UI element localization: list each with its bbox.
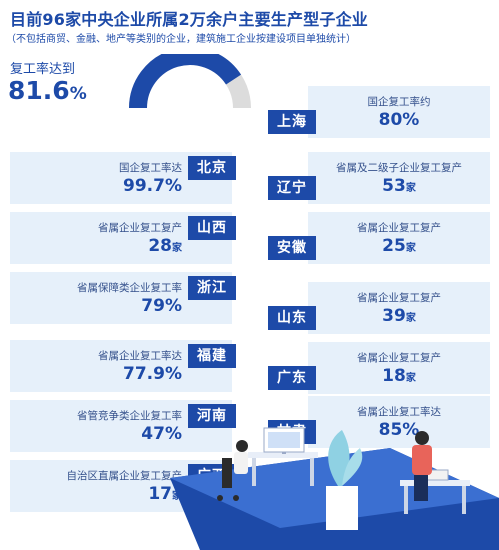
desk-leg	[310, 458, 314, 486]
region-metric-label: 省属企业复工率达	[98, 350, 182, 362]
region-metric-value: 79%	[141, 296, 182, 316]
region-card-liaoning: 辽宁 省属及二级子企业复工复产 53家	[268, 152, 490, 204]
region-metric-label: 省属企业复工复产	[357, 292, 441, 304]
value-number: 17	[148, 484, 172, 504]
resumption-number: 81.6	[8, 76, 70, 105]
value-number: 53	[382, 176, 406, 196]
monitor-stand	[282, 452, 286, 454]
resumption-gauge	[129, 54, 251, 109]
region-metric-value: 80%	[308, 110, 490, 130]
region-tag: 浙江	[188, 276, 236, 300]
worker-body	[412, 445, 432, 475]
region-tag: 上海	[268, 110, 316, 134]
region-tag: 山西	[188, 216, 236, 240]
office-chair	[222, 458, 232, 488]
region-metric-value: 28家	[148, 236, 182, 256]
value-unit: 家	[405, 313, 416, 324]
region-tag: 辽宁	[268, 176, 316, 200]
region-metric-label: 省属企业复工复产	[357, 352, 441, 364]
region-metric-label: 省属保障类企业复工率	[77, 282, 182, 294]
office-workers-illustration	[170, 427, 499, 550]
worker-head	[415, 431, 429, 445]
value-unit: 家	[405, 183, 416, 194]
region-metric-label: 省属及二级子企业复工复产	[336, 162, 462, 174]
region-metric-value: 18家	[308, 366, 490, 386]
region-card-shanxi: 山西 省属企业复工复产 28家	[10, 212, 236, 264]
value-number: 77.9%	[123, 364, 182, 384]
value-number: 25	[382, 236, 406, 256]
value-unit: 家	[405, 243, 416, 254]
chair-wheel	[233, 495, 239, 501]
region-tag: 福建	[188, 344, 236, 368]
region-metric-label: 国企复工率约	[367, 96, 431, 108]
plant-leaf	[342, 448, 363, 486]
region-metric-value: 99.7%	[123, 176, 182, 196]
value-number: 28	[148, 236, 172, 256]
value-number: 39	[382, 306, 406, 326]
value-unit: 家	[172, 491, 182, 502]
region-metric-label: 省属企业复工率达	[357, 406, 441, 418]
region-metric-value: 47%	[141, 424, 182, 444]
desk-leg	[462, 486, 466, 514]
value-number: 99.7%	[123, 176, 182, 196]
monitor-screen	[268, 432, 300, 448]
region-card-henan: 河南 省管竞争类企业复工率 47%	[10, 400, 236, 452]
region-card-zhejiang: 浙江 省属保障类企业复工率 79%	[10, 272, 236, 324]
region-metric-value: 39家	[308, 306, 490, 326]
value-unit: 家	[172, 243, 182, 254]
chair-wheel	[217, 495, 223, 501]
region-card-anhui: 安徽 省属企业复工复产 25家	[268, 212, 490, 264]
value-unit: 家	[405, 373, 416, 384]
page-subtitle: （不包括商贸、金融、地产等类别的企业，建筑施工企业按建设项目单独统计）	[6, 34, 356, 45]
value-number: 85%	[378, 420, 420, 440]
desk	[248, 452, 318, 458]
resumption-value: 81.6%	[8, 76, 87, 105]
value-number: 18	[382, 366, 406, 386]
region-metric-label: 省管竞争类企业复工率	[77, 410, 182, 422]
region-metric-value: 77.9%	[123, 364, 182, 384]
desk	[400, 480, 470, 486]
value-number: 79%	[141, 296, 182, 316]
region-metric-label: 国企复工率达	[119, 162, 182, 174]
region-metric-value: 85%	[308, 420, 490, 440]
region-card-fujian: 福建 省属企业复工率达 77.9%	[10, 340, 236, 392]
page-title: 目前96家中央企业所属2万余户主要生产型子企业	[10, 10, 368, 29]
region-card-beijing: 北京 国企复工率达 99.7%	[10, 152, 236, 204]
gauge-fill	[129, 54, 242, 109]
plant-leaf	[328, 430, 350, 486]
region-metric-label: 自治区直属企业复工复产	[66, 470, 183, 482]
region-metric-value: 25家	[308, 236, 490, 256]
region-card-shandong: 山东 省属企业复工复产 39家	[268, 282, 490, 334]
worker-legs	[414, 475, 428, 501]
region-card-guangdong: 广东 省属企业复工复产 18家	[268, 342, 490, 394]
value-number: 47%	[141, 424, 182, 444]
region-tag: 北京	[188, 156, 236, 180]
resumption-unit: %	[69, 84, 87, 104]
region-metric-label: 省属企业复工复产	[357, 222, 441, 234]
plant-pot	[326, 486, 358, 530]
region-metric-value: 53家	[308, 176, 490, 196]
value-number: 80%	[378, 110, 420, 130]
worker-body	[234, 452, 248, 474]
desk-leg	[252, 458, 256, 486]
region-tag: 广东	[268, 366, 316, 390]
resumption-label: 复工率达到	[10, 62, 76, 77]
region-tag: 山东	[268, 306, 316, 330]
region-metric-label: 省属企业复工复产	[98, 222, 182, 234]
worker-head	[236, 440, 248, 452]
region-tag: 安徽	[268, 236, 316, 260]
region-metric-value: 17家	[148, 484, 182, 504]
region-card-shanghai: 上海 国企复工率约 80%	[268, 86, 490, 138]
desk-leg	[404, 486, 408, 514]
region-tag: 河南	[188, 404, 236, 428]
